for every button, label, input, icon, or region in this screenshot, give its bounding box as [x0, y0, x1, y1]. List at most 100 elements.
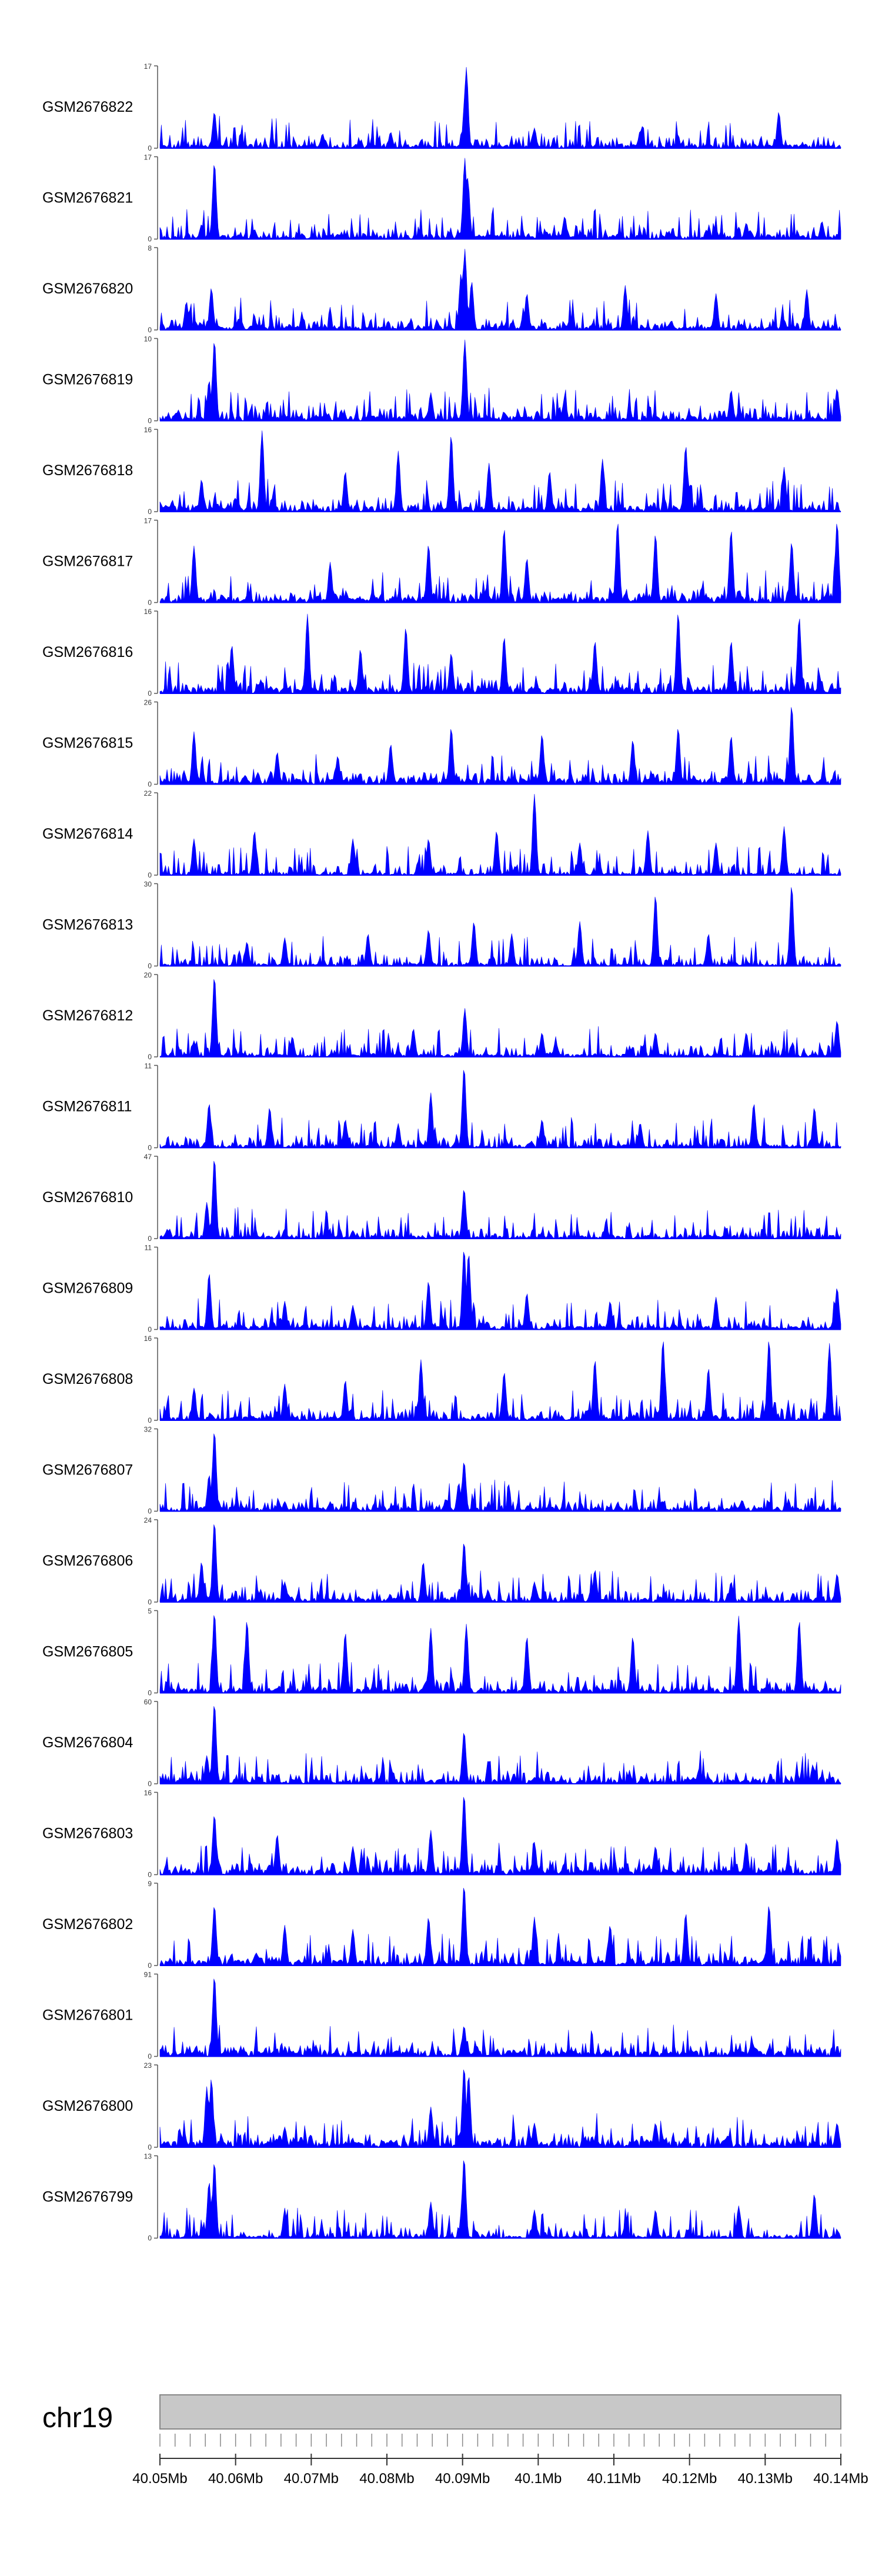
y-max-label: 13 [144, 2153, 152, 2161]
tracks-layer: GSM2676822170GSM2676821170GSM267682080GS… [42, 62, 841, 2243]
x-tick-label: 40.14Mb [813, 2471, 868, 2487]
y-max-label: 16 [144, 1789, 152, 1797]
x-tick-label: 40.09Mb [435, 2471, 490, 2487]
y-min-label: 0 [148, 2143, 152, 2151]
chromosome-bar [159, 2394, 841, 2430]
track-GSM2676803: GSM2676803 16 0 [42, 1789, 841, 1879]
y-min-label: 0 [148, 2053, 152, 2061]
track-GSM2676801: GSM2676801 91 0 [42, 1971, 841, 2061]
coverage-area [159, 1433, 841, 1512]
track-label: GSM2676802 [42, 1916, 133, 1933]
y-min-label: 0 [148, 1961, 152, 1970]
y-max-label: 16 [144, 608, 152, 616]
coverage-area [159, 613, 841, 694]
track-GSM2676810: GSM2676810 47 0 [42, 1153, 841, 1243]
y-max-label: 24 [144, 1516, 152, 1524]
track-label: GSM2676801 [42, 2007, 133, 2024]
y-max-label: 17 [144, 62, 152, 71]
y-min-label: 0 [148, 599, 152, 607]
ideogram-track: chr19 [42, 2394, 841, 2447]
x-tick-label: 40.07Mb [284, 2471, 339, 2487]
track-GSM2676802: GSM2676802 9 0 [42, 1880, 841, 1970]
track-label: GSM2676817 [42, 553, 133, 570]
track-label: GSM2676810 [42, 1189, 133, 1206]
track-GSM2676821: GSM2676821 17 0 [42, 154, 841, 243]
x-tick-label: 40.05Mb [132, 2471, 187, 2487]
track-label: GSM2676807 [42, 1462, 133, 1479]
coverage-area [159, 249, 841, 331]
coverage-area [159, 979, 841, 1058]
track-label: GSM2676821 [42, 190, 133, 206]
y-min-label: 0 [148, 417, 152, 425]
x-tick-label: 40.11Mb [587, 2471, 641, 2487]
track-GSM2676812: GSM2676812 20 0 [42, 971, 841, 1061]
track-GSM2676819: GSM2676819 10 0 [42, 335, 841, 425]
track-label: GSM2676809 [42, 1280, 133, 1297]
x-tick-label: 40.13Mb [738, 2471, 793, 2487]
y-min-label: 0 [148, 780, 152, 789]
y-min-label: 0 [148, 1689, 152, 1697]
y-min-label: 0 [148, 235, 152, 243]
coverage-area [159, 339, 841, 422]
y-max-label: 17 [144, 154, 152, 162]
track-label: GSM2676818 [42, 462, 133, 479]
coverage-area [159, 430, 841, 513]
y-max-label: 16 [144, 426, 152, 434]
y-min-label: 0 [148, 1053, 152, 1061]
y-min-label: 0 [148, 962, 152, 970]
coverage-area [159, 707, 841, 785]
y-min-label: 0 [148, 1326, 152, 1334]
x-tick-label: 40.06Mb [208, 2471, 263, 2487]
coverage-area [159, 1342, 841, 1421]
track-GSM2676816: GSM2676816 16 0 [42, 608, 841, 698]
track-label: GSM2676811 [42, 1099, 132, 1115]
track-label: GSM2676822 [42, 99, 133, 115]
track-label: GSM2676819 [42, 372, 133, 388]
y-min-label: 0 [148, 689, 152, 698]
track-GSM2676820: GSM2676820 8 0 [42, 244, 841, 334]
coverage-area [159, 1070, 841, 1149]
coverage-area [159, 1706, 841, 1785]
track-GSM2676808: GSM2676808 16 0 [42, 1334, 841, 1424]
coverage-area [159, 1888, 841, 1966]
track-GSM2676811: GSM2676811 11 0 [42, 1062, 841, 1152]
y-max-label: 22 [144, 789, 152, 798]
y-max-label: 8 [148, 244, 152, 252]
coverage-area [159, 887, 841, 967]
y-max-label: 26 [144, 699, 152, 707]
coverage-area [159, 1524, 841, 1603]
track-GSM2676805: GSM2676805 5 0 [42, 1607, 841, 1697]
y-max-label: 11 [145, 1244, 152, 1252]
y-min-label: 0 [148, 1871, 152, 1879]
y-min-label: 0 [148, 326, 152, 334]
track-label: GSM2676804 [42, 1734, 133, 1751]
y-min-label: 0 [148, 1507, 152, 1516]
coverage-area [159, 1252, 841, 1330]
y-min-label: 0 [148, 1144, 152, 1152]
y-max-label: 60 [144, 1698, 152, 1706]
coverage-area [159, 793, 841, 876]
y-max-label: 30 [144, 880, 152, 889]
coverage-area [159, 1615, 841, 1694]
y-max-label: 32 [144, 1426, 152, 1434]
y-max-label: 47 [144, 1153, 152, 1161]
track-GSM2676814: GSM2676814 22 0 [42, 789, 841, 879]
track-GSM2676815: GSM2676815 26 0 [42, 699, 841, 789]
coverage-area [159, 66, 841, 149]
y-min-label: 0 [148, 1416, 152, 1424]
y-min-label: 0 [148, 508, 152, 516]
x-tick-label: 40.08Mb [359, 2471, 414, 2487]
y-max-label: 17 [144, 517, 152, 525]
track-label: GSM2676799 [42, 2189, 133, 2205]
y-min-label: 0 [148, 1780, 152, 1788]
y-max-label: 9 [148, 1880, 152, 1888]
y-max-label: 91 [144, 1971, 152, 1979]
track-GSM2676799: GSM2676799 13 0 [42, 2153, 841, 2243]
track-label: GSM2676813 [42, 917, 133, 933]
track-label: GSM2676806 [42, 1553, 133, 1569]
x-tick-label: 40.12Mb [662, 2471, 717, 2487]
x-tick-label: 40.1Mb [514, 2471, 562, 2487]
track-label: GSM2676815 [42, 735, 133, 752]
track-label: GSM2676820 [42, 281, 133, 297]
